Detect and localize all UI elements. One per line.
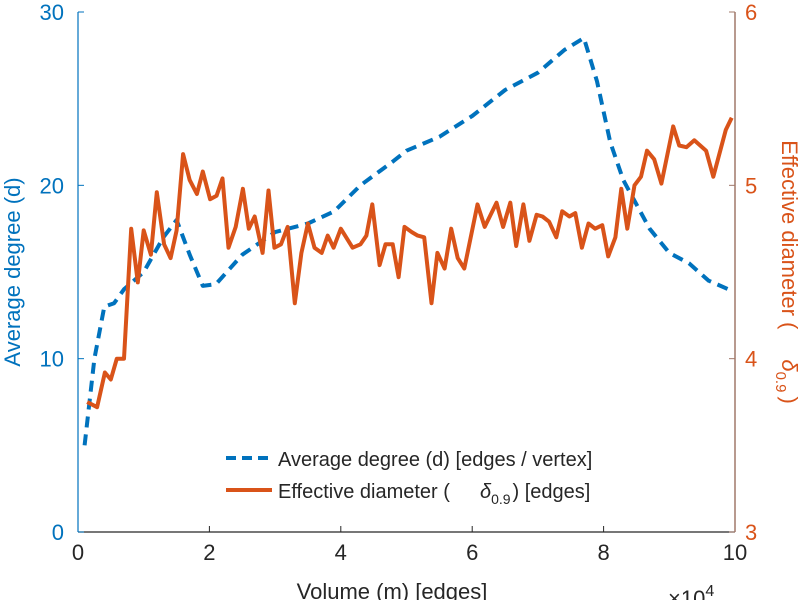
- left-y-tick-label: 30: [40, 0, 64, 25]
- right-y-tick-label: 5: [745, 173, 757, 198]
- right-y-tick-label: 3: [745, 520, 757, 545]
- right-y-tick-label: 6: [745, 0, 757, 25]
- average-degree-line: [82, 36, 730, 446]
- x-axis-label: Volume (m) [edges]: [297, 579, 488, 600]
- x-tick-label: 2: [203, 540, 215, 565]
- x-tick-label: 8: [597, 540, 609, 565]
- legend: Average degree (d) [edges / vertex] Effe…: [226, 449, 592, 507]
- x-tick-label: 4: [335, 540, 347, 565]
- effective-diameter-line: [86, 116, 734, 410]
- right-y-axis: 3 4 5 6: [729, 0, 757, 545]
- left-y-tick-label: 20: [40, 173, 64, 198]
- left-y-axis-label: Average degree (d): [0, 177, 25, 366]
- legend-label-effective-diameter: Effective diameter (δ0.9) [edges]: [278, 481, 590, 507]
- x-multiplier: ×104: [668, 583, 714, 600]
- right-y-tick-label: 4: [745, 347, 757, 372]
- right-y-axis-label: Effective diameter (δ0.9): [772, 140, 802, 404]
- x-tick-label: 0: [72, 540, 84, 565]
- x-tick-label: 10: [723, 540, 747, 565]
- legend-label-average-degree: Average degree (d) [edges / vertex]: [278, 449, 592, 471]
- left-y-tick-label: 0: [52, 520, 64, 545]
- left-y-axis: 0 10 20 30: [40, 0, 84, 545]
- x-axis: 0 2 4 6 8 10: [72, 526, 747, 565]
- plot-area: [82, 36, 734, 446]
- left-y-tick-label: 10: [40, 347, 64, 372]
- x-tick-label: 6: [466, 540, 478, 565]
